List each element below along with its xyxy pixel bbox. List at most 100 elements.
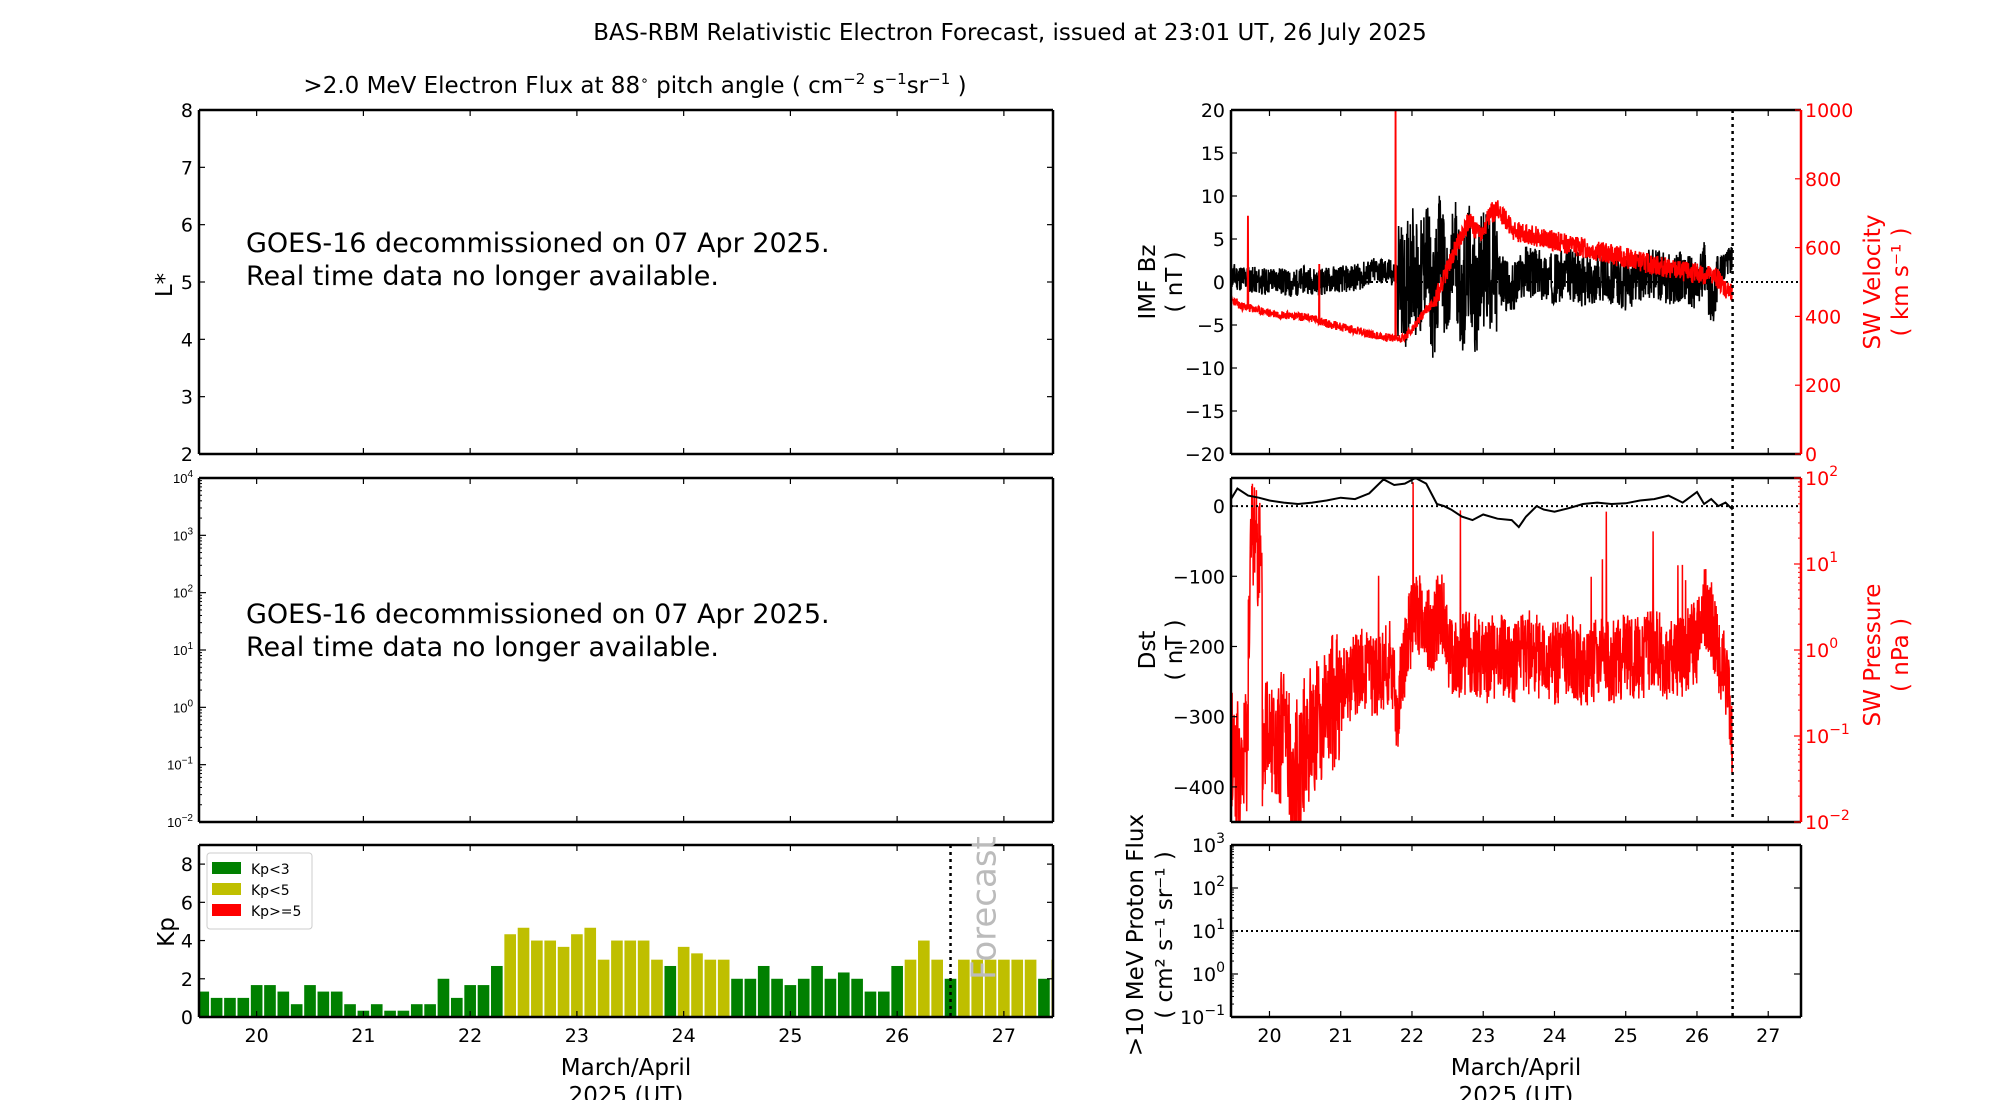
kp-bar	[277, 991, 290, 1017]
proton-ytick-label: 100	[1192, 960, 1225, 986]
proton-ylabel-line-1: >10 MeV Proton Flux	[1123, 814, 1149, 1056]
proton-xtick-label: 20	[1257, 1025, 1281, 1047]
imf-ylabel-line-1: IMF Bz	[1135, 244, 1161, 319]
kp-bar	[450, 997, 463, 1017]
lstar-panel-title: >2.0 MeV Electron Flux at 88∘ pitch angl…	[303, 70, 966, 99]
kp-xtick-label: 25	[778, 1025, 802, 1047]
kp-bar	[317, 991, 330, 1017]
imf-ytick-label: −10	[1185, 358, 1225, 380]
kp-xtick-label: 22	[458, 1025, 482, 1047]
kp-bar	[624, 940, 637, 1017]
kp-bar	[397, 1010, 410, 1017]
kp-ylabel: Kp	[154, 917, 180, 947]
proton-ytick-label: 10−1	[1180, 1003, 1225, 1029]
kp-bar	[811, 965, 823, 1017]
kp-bar	[304, 985, 316, 1017]
eflux-ytick-label: 100	[173, 698, 193, 715]
kp-legend-label-green: Kp<3	[251, 862, 290, 878]
proton-xtick-label: 21	[1329, 1025, 1353, 1047]
kp-ytick-label: 0	[181, 1007, 193, 1029]
lstar-ytick-label: 3	[181, 387, 193, 409]
swv-ytick-label: 800	[1805, 169, 1841, 191]
kp-bar	[531, 940, 543, 1017]
swp-ytick-label: 10−1	[1805, 722, 1850, 748]
imf-ytick-label: 10	[1201, 186, 1225, 208]
kp-bar	[224, 997, 236, 1017]
swp-ytick-label: 100	[1805, 636, 1838, 662]
kp-ytick-label: 8	[181, 854, 193, 876]
lstar-ytick-label: 8	[181, 100, 193, 122]
kp-legend-label-red: Kp>=5	[251, 904, 301, 920]
swv-ytick-label: 200	[1805, 375, 1841, 397]
swv-ytick-label: 0	[1805, 444, 1817, 466]
kp-bar	[504, 934, 516, 1017]
proton-xtick-label: 25	[1614, 1025, 1638, 1047]
swv-ytick-label: 1000	[1805, 100, 1853, 122]
kp-bar	[1011, 959, 1024, 1017]
kp-bar	[250, 985, 263, 1017]
kp-panel: Kp March/April 2025 (UT) 20 21 22 23 24 25 26 2…	[154, 836, 1055, 1100]
kp-ytick-label: 2	[181, 969, 193, 991]
kp-bar	[984, 959, 997, 1017]
kp-bar	[731, 978, 743, 1017]
proton-xtick-label: 26	[1685, 1025, 1709, 1047]
swv-ylabel-line-1: SW Velocity	[1860, 215, 1886, 350]
kp-bar	[651, 959, 663, 1017]
swp-ytick-label: 10−2	[1805, 808, 1850, 834]
kp-bar	[958, 959, 970, 1017]
sw-velocity-line	[1230, 109, 1734, 343]
kp-ytick-label: 6	[181, 892, 193, 914]
kp-bar	[784, 985, 797, 1017]
dst-panel: Dst ( nT ) SW Pressure ( nPa ) −400 −300 −…	[1135, 464, 1914, 834]
kp-xtick-label: 24	[672, 1025, 696, 1047]
imf-ytick-label: −20	[1185, 444, 1225, 466]
imf-panel: IMF Bz ( nT ) SW Velocity ( km s⁻¹ ) −20…	[1135, 100, 1914, 466]
imf-ytick-label: 0	[1213, 272, 1225, 294]
dst-ylabel-line-2: ( nT )	[1162, 619, 1188, 680]
kp-bar	[370, 1004, 383, 1017]
swp-ytick-label: 101	[1805, 550, 1838, 576]
proton-ytick-label: 101	[1192, 917, 1225, 943]
kp-legend: Kp<3 Kp<5 Kp>=5	[206, 852, 313, 930]
kp-ytick-label: 4	[181, 931, 193, 953]
kp-bar	[824, 978, 837, 1017]
kp-bar	[771, 978, 783, 1017]
kp-bar	[290, 1004, 303, 1017]
kp-bar	[691, 953, 703, 1017]
forecast-label: Forecast	[965, 836, 1005, 980]
proton-ylabel-line-2: ( cm² s⁻¹ sr⁻¹ )	[1152, 851, 1178, 1019]
kp-bar	[904, 959, 917, 1017]
proton-xlabel-line-1: March/April	[1451, 1055, 1581, 1081]
proton-xtick-label: 24	[1542, 1025, 1566, 1047]
kp-bar	[864, 991, 877, 1017]
kp-bar	[464, 985, 476, 1017]
proton-xtick-label: 22	[1400, 1025, 1424, 1047]
kp-bar	[891, 965, 903, 1017]
eflux-ytick-label: 10−1	[167, 756, 193, 773]
kp-bar	[344, 1004, 356, 1017]
kp-bar	[424, 1004, 436, 1017]
dst-ylabel-line-1: Dst	[1135, 631, 1161, 670]
lstar-panel: >2.0 MeV Electron Flux at 88∘ pitch angl…	[152, 70, 1055, 466]
kp-bar	[998, 959, 1010, 1017]
kp-bar	[918, 940, 930, 1017]
sw-pressure-line	[1231, 482, 1734, 822]
kp-legend-swatch-red	[212, 904, 241, 916]
kp-bar	[237, 997, 250, 1017]
swv-ytick-label: 400	[1805, 306, 1841, 328]
kp-xtick-label: 23	[565, 1025, 589, 1047]
lstar-ytick-label: 6	[181, 215, 193, 237]
kp-bar	[704, 959, 717, 1017]
kp-bar	[199, 991, 210, 1017]
kp-bar	[944, 978, 957, 1017]
kp-bar	[1024, 959, 1037, 1017]
kp-bar	[1038, 978, 1050, 1017]
kp-xtick-label: 27	[992, 1025, 1016, 1047]
kp-bar	[797, 978, 810, 1017]
imf-ytick-label: 15	[1201, 143, 1225, 165]
imf-bz-line	[1230, 195, 1734, 358]
kp-bar	[597, 959, 610, 1017]
kp-legend-swatch-green	[212, 862, 241, 874]
eflux-ytick-label: 103	[173, 526, 193, 543]
kp-bar	[437, 978, 450, 1017]
